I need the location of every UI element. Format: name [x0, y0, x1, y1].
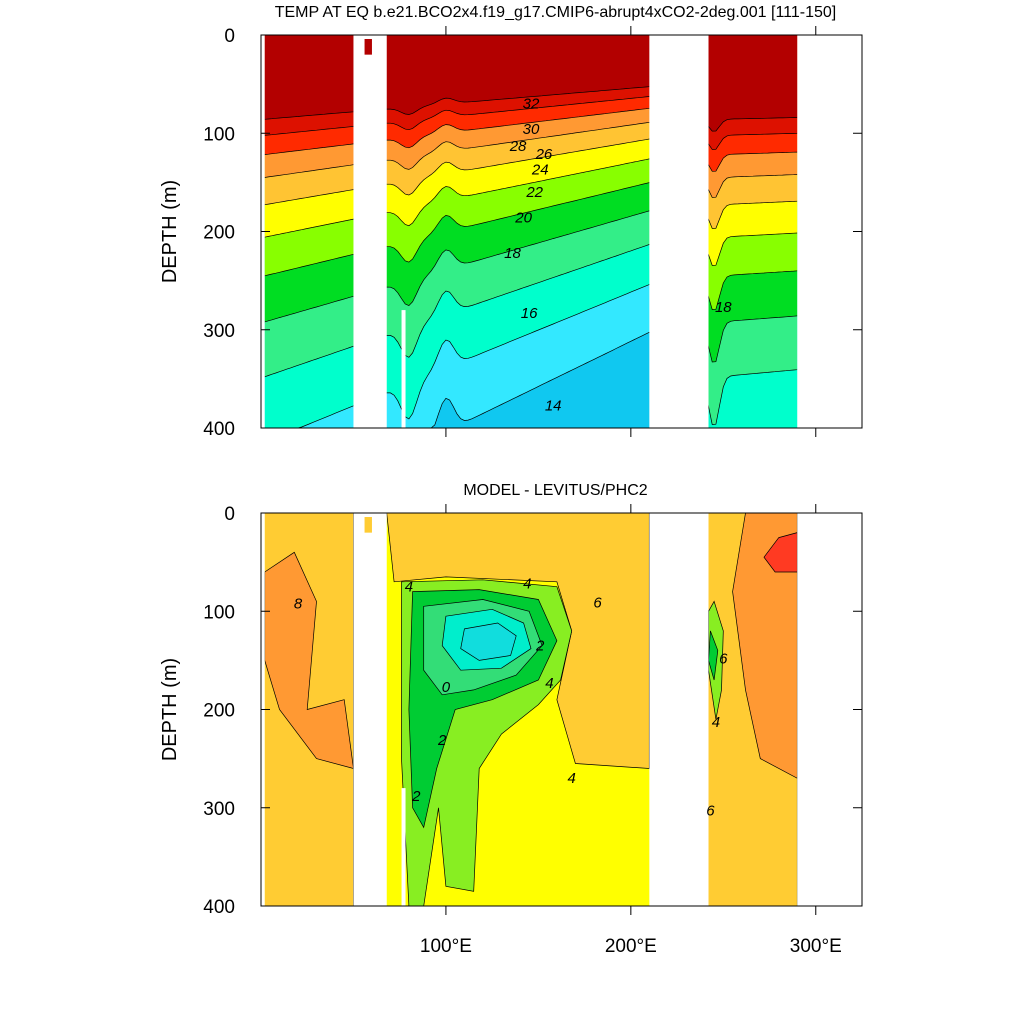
fill-band [732, 513, 798, 779]
contour-label: 18 [504, 245, 521, 262]
fills [264, 35, 798, 428]
contour-label: 30 [523, 121, 540, 138]
land [649, 512, 709, 907]
contour-label: 22 [525, 184, 543, 201]
land [797, 34, 861, 429]
fill-band [763, 532, 798, 573]
fill-band [386, 513, 650, 769]
land [797, 512, 861, 907]
contour-label: 20 [514, 210, 532, 227]
contour-label: 2 [411, 788, 421, 805]
contour-label: 32 [523, 96, 540, 113]
contour-label: 4 [405, 579, 413, 596]
contour-label: 4 [712, 714, 720, 731]
island [364, 517, 372, 533]
contour-label: 28 [509, 138, 527, 155]
y-tick-label: 100 [203, 602, 235, 623]
contour-label: 8 [294, 595, 303, 612]
y-tick-label: 200 [203, 223, 235, 244]
x-tick-label: 100°E [420, 936, 472, 957]
contour-label: 4 [523, 576, 531, 593]
land [401, 788, 406, 906]
contour-label: 6 [719, 650, 728, 667]
y-tick-label: 300 [203, 799, 235, 820]
fills [264, 513, 798, 906]
chart-title: MODEL - LEVITUS/PHC2 [463, 482, 647, 499]
contour-label: 14 [545, 397, 562, 414]
y-tick-label: 300 [203, 321, 235, 342]
y-tick-label: 400 [203, 897, 235, 918]
y-tick-label: 400 [203, 419, 235, 440]
contour-label: 2 [437, 732, 447, 749]
contour-line [264, 310, 798, 428]
land [353, 512, 387, 907]
fill-band [708, 630, 719, 681]
contour-label: 6 [593, 594, 602, 611]
y-axis-label: DEPTH (m) [159, 180, 181, 283]
contour-label: 2 [535, 638, 545, 655]
y-tick-label: 0 [224, 26, 235, 47]
contour-label: 24 [531, 162, 549, 179]
chart-title: TEMP AT EQ b.e21.BCO2x4.f19_g17.CMIP6-ab… [275, 4, 837, 21]
plot-area: 0 100 200 300 400 TEMP AT EQ b.e21.BCO2x4.f19… [159, 4, 863, 440]
contour-label: 16 [521, 305, 538, 322]
plot-area: 0 100 200 300 400 100°E 200°E 300°E MODEL - LEVI… [159, 482, 863, 957]
land [649, 34, 709, 429]
y-axis-label: DEPTH (m) [159, 658, 181, 761]
y-tick-label: 200 [203, 701, 235, 722]
contour-label: 4 [545, 675, 553, 692]
contour-label: 4 [567, 770, 575, 787]
land [401, 310, 406, 428]
x-tick-label: 300°E [790, 936, 842, 957]
contour-label: 26 [535, 146, 553, 163]
fill-band [264, 551, 354, 769]
land [353, 34, 387, 429]
x-tick-label: 200°E [605, 936, 657, 957]
island [364, 39, 372, 55]
contour-label: 6 [706, 803, 715, 820]
fill-band [460, 622, 517, 661]
contour-label: 18 [715, 299, 732, 316]
contour-label: 0 [442, 679, 451, 696]
y-tick-label: 0 [224, 504, 235, 525]
y-tick-label: 100 [203, 124, 235, 145]
